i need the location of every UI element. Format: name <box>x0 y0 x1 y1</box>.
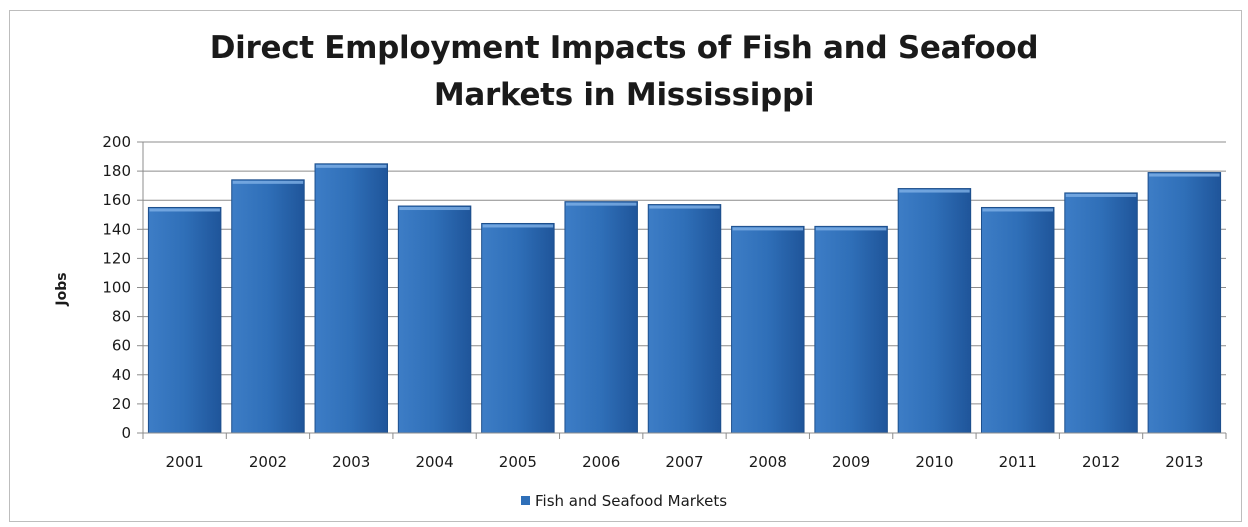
bar-highlight <box>316 164 387 168</box>
bar-2001 <box>147 206 222 434</box>
chart-title-line-2: Markets in Mississippi <box>433 77 815 113</box>
bar-highlight <box>149 208 220 212</box>
x-tick-label: 2007 <box>665 453 703 471</box>
x-tick-label: 2001 <box>166 453 204 471</box>
bar-2003 <box>314 163 389 434</box>
bar-2004 <box>397 205 472 434</box>
y-tick-label: 200 <box>102 133 131 151</box>
bar-highlight <box>232 180 304 184</box>
bar-2012 <box>1064 192 1138 434</box>
x-tick-label: 2004 <box>415 453 453 471</box>
y-axis-label: Jobs <box>54 272 70 306</box>
y-tick-label: 140 <box>102 220 131 238</box>
legend-label: Fish and Seafood Markets <box>534 492 728 510</box>
bar-2008 <box>731 225 805 434</box>
x-tick-label: 2005 <box>499 453 537 471</box>
y-tick-label: 100 <box>102 279 131 297</box>
bar-highlight <box>1149 173 1220 177</box>
x-tick-label: 2006 <box>582 453 620 471</box>
y-tick-label: 60 <box>112 337 131 355</box>
bar-highlight <box>815 227 887 231</box>
bar-2007 <box>647 204 722 434</box>
bar-highlight <box>732 227 804 231</box>
x-tick-labels: 2001 2002 2003 2004 2005 2006 2007 2008 2009 2010… <box>166 453 1204 471</box>
axes <box>137 141 1227 439</box>
bar-2006 <box>564 201 638 434</box>
x-tick-label: 2012 <box>1082 453 1120 471</box>
bar-highlight <box>482 224 554 228</box>
y-tick-label: 40 <box>112 366 131 384</box>
y-tick-label: 0 <box>121 424 131 442</box>
x-tick-label: 2013 <box>1165 453 1203 471</box>
chart-title-line-1: Direct Employment Impacts of Fish and Se… <box>209 30 1039 66</box>
bar-2002 <box>231 179 305 434</box>
x-tick-label: 2009 <box>832 453 870 471</box>
bar-highlight <box>649 205 720 209</box>
x-tick-label: 2008 <box>749 453 787 471</box>
y-tick-label: 20 <box>112 395 131 413</box>
x-tick-label: 2010 <box>915 453 953 471</box>
legend-swatch <box>520 496 530 505</box>
bar-2013 <box>1147 172 1222 434</box>
bar-2005 <box>481 222 555 434</box>
x-tick-label: 2003 <box>332 453 370 471</box>
bar-2010 <box>897 188 972 434</box>
bar-2011 <box>980 206 1055 434</box>
legend: Fish and Seafood Markets <box>0 492 1248 510</box>
bar-2009 <box>814 225 888 434</box>
bar-highlight <box>1065 193 1137 197</box>
bar-highlight <box>399 207 470 211</box>
y-tick-label: 180 <box>102 162 131 180</box>
bar-highlight <box>982 208 1053 212</box>
y-tick-label: 80 <box>112 308 131 326</box>
bars <box>147 163 1222 434</box>
bar-highlight <box>899 189 970 193</box>
y-tick-labels: 0 20 40 60 80 100 120 140 160 180 200 <box>102 133 131 442</box>
x-tick-label: 2011 <box>999 453 1037 471</box>
x-tick-label: 2002 <box>249 453 287 471</box>
bar-highlight <box>565 202 637 206</box>
y-tick-label: 160 <box>102 191 131 209</box>
y-tick-label: 120 <box>102 249 131 267</box>
